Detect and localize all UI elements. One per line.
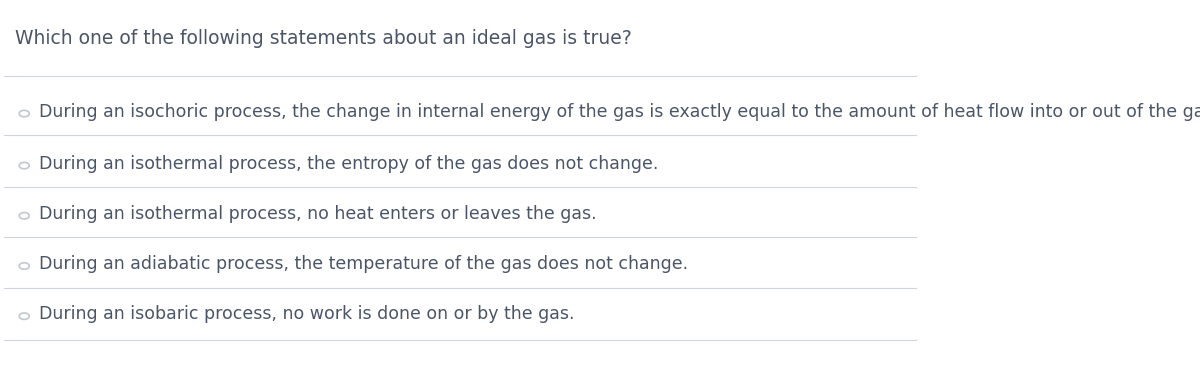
Text: During an isothermal process, the entropy of the gas does not change.: During an isothermal process, the entrop… — [38, 155, 658, 173]
Text: During an isobaric process, no work is done on or by the gas.: During an isobaric process, no work is d… — [38, 305, 575, 323]
Text: Which one of the following statements about an ideal gas is true?: Which one of the following statements ab… — [16, 29, 632, 48]
Text: During an isothermal process, no heat enters or leaves the gas.: During an isothermal process, no heat en… — [38, 205, 596, 223]
Text: During an isochoric process, the change in internal energy of the gas is exactly: During an isochoric process, the change … — [38, 103, 1200, 121]
Text: During an adiabatic process, the temperature of the gas does not change.: During an adiabatic process, the tempera… — [38, 255, 688, 273]
